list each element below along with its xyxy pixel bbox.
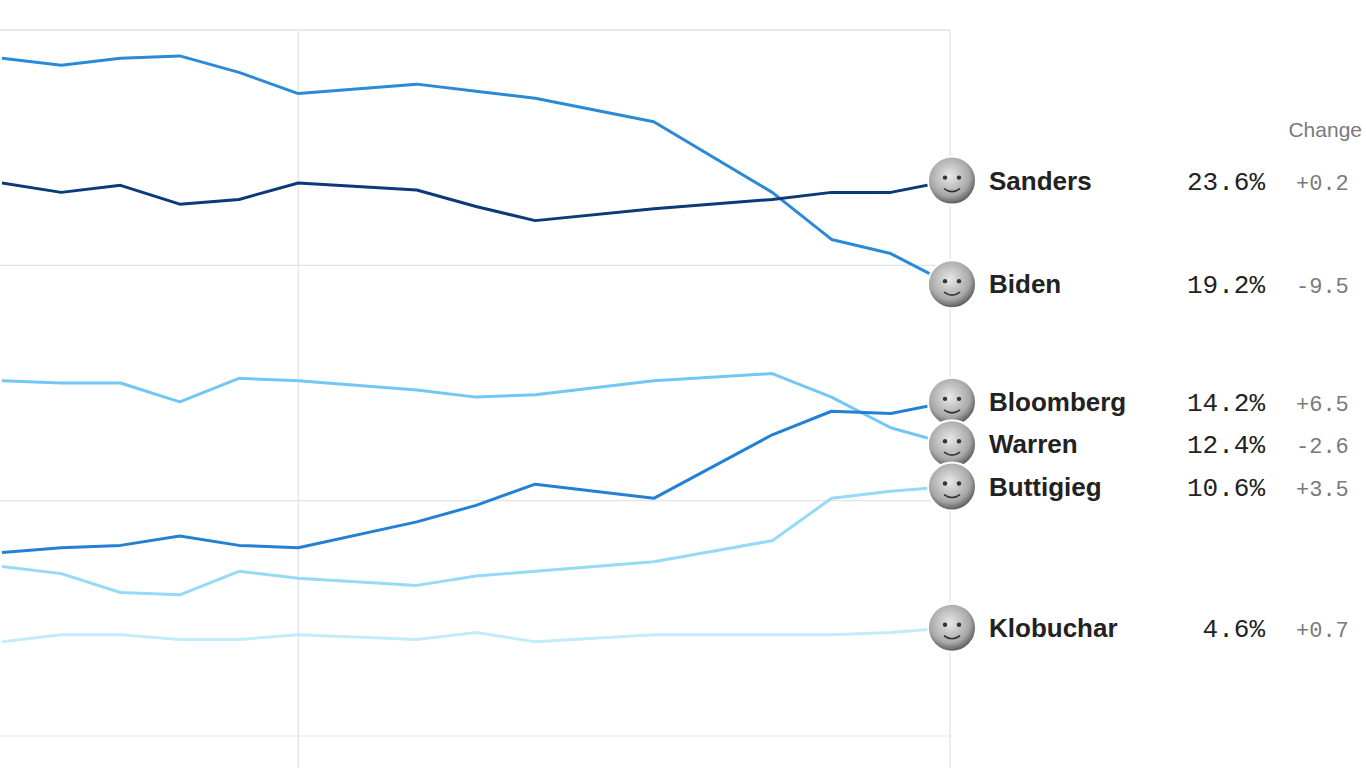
change-label: +0.7 — [1296, 619, 1349, 644]
change-label: +3.5 — [1296, 478, 1349, 503]
avatar — [928, 463, 976, 511]
grid-line-y — [0, 735, 950, 736]
value-label: 4.6% — [1203, 615, 1266, 645]
value-label: 14.2% — [1187, 389, 1265, 419]
value-label: 10.6% — [1187, 474, 1265, 504]
value-label: 19.2% — [1187, 271, 1265, 301]
change-header: Change — [1288, 118, 1362, 141]
avatar — [928, 604, 976, 652]
lines — [2, 56, 950, 642]
series-name: Bloomberg — [989, 387, 1126, 417]
avatar — [928, 420, 976, 468]
change-label: -2.6 — [1296, 435, 1349, 460]
chart: Change Sanders 23.6% +0.2 Biden 19.2% -9.5 Bloo… — [0, 0, 1366, 768]
series-name: Klobuchar — [989, 613, 1118, 643]
grid — [0, 30, 950, 768]
series-line — [2, 628, 950, 642]
value-label: 12.4% — [1187, 431, 1265, 461]
avatar — [928, 378, 976, 426]
change-label: +0.2 — [1296, 172, 1349, 197]
avatar — [928, 260, 976, 308]
series-name: Warren — [989, 429, 1078, 459]
series-line — [2, 181, 950, 221]
series-name: Biden — [989, 269, 1061, 299]
grid-line-x — [298, 30, 299, 768]
value-label: 23.6% — [1187, 168, 1265, 198]
plot-frame — [0, 29, 950, 30]
avatar — [928, 157, 976, 205]
series-line — [2, 56, 950, 284]
series-name: Sanders — [989, 166, 1092, 196]
series-name: Buttigieg — [989, 472, 1102, 502]
grid-line-y — [0, 265, 950, 266]
series-line — [2, 374, 950, 445]
grid-line-y — [0, 29, 950, 30]
change-label: +6.5 — [1296, 393, 1349, 418]
change-label: -9.5 — [1296, 275, 1349, 300]
end-labels: Change Sanders 23.6% +0.2 Biden 19.2% -9.5 Bloo… — [928, 118, 1362, 652]
series-line — [2, 402, 950, 553]
grid-line-y — [0, 500, 950, 501]
